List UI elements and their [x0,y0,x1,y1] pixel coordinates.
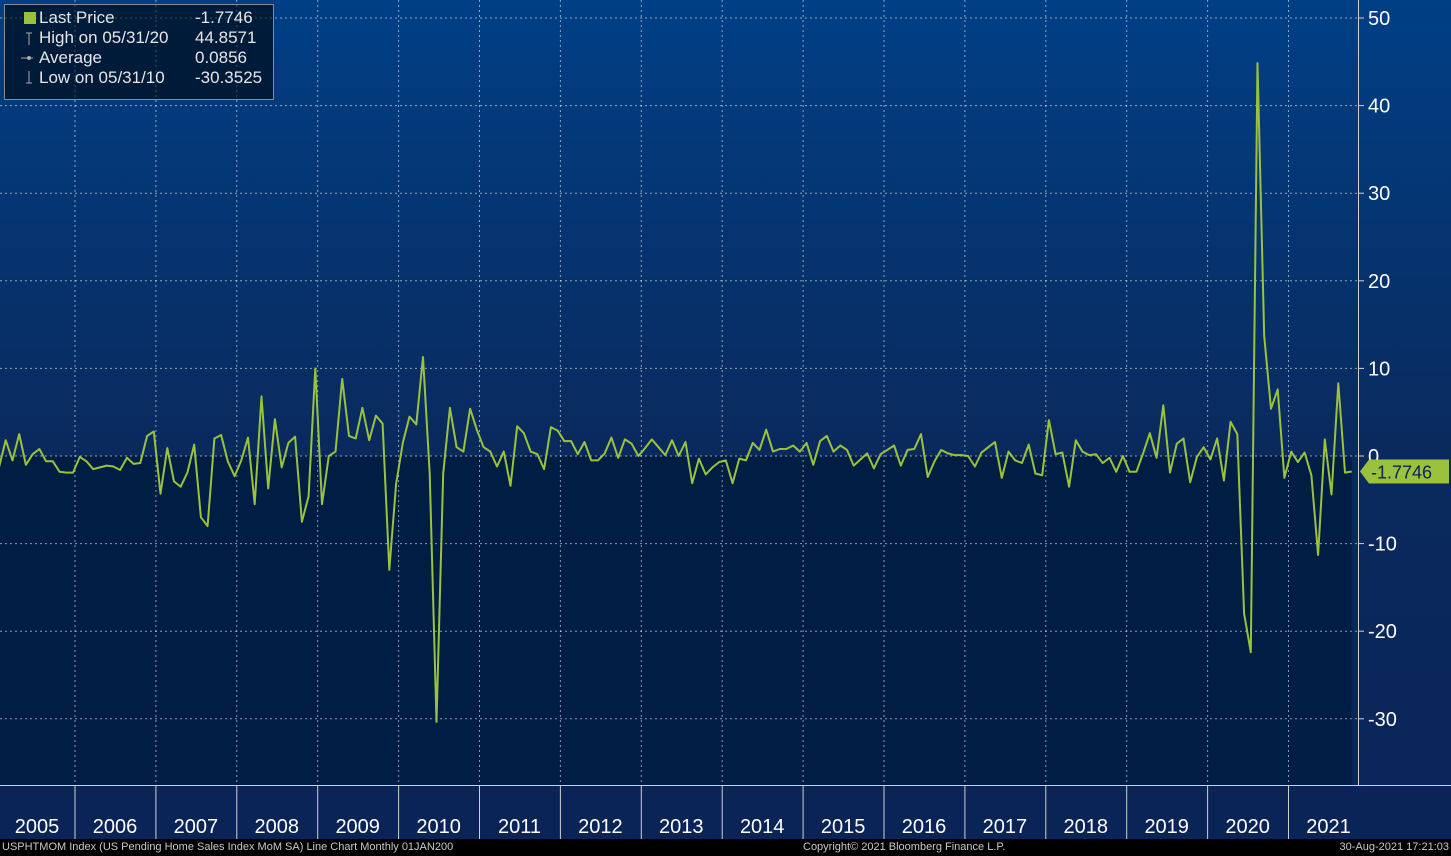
legend-label: Low on 05/31/10 [39,68,165,87]
x-tick-label: 2012 [578,816,623,838]
grid [0,0,1358,785]
line-swatch-icon [24,12,36,24]
legend-label: Average [39,48,103,67]
x-tick-label: 2007 [174,816,219,838]
series-line [0,62,1352,723]
y-tick-label: 20 [1368,271,1390,293]
x-tick-label: 2015 [821,816,866,838]
x-axis: 2005 2006 2007 2008 2009 2010 2011 2012 2013 2014… [0,785,1451,839]
last-value-label: -1.7746 [1371,463,1432,483]
last-value-tag [1360,459,1449,484]
x-tick-label: 2014 [740,816,785,838]
y-tick-label: 30 [1368,183,1390,205]
average-marker-icon [21,56,33,60]
low-marker-icon [26,71,32,84]
legend-row-high: High on 05/31/20 44.8571 [5,28,273,48]
legend-value: 44.8571 [195,28,257,47]
x-tick-label: 2006 [93,816,138,838]
footer-copyright: Copyright© 2021 Bloomberg Finance L.P. [803,841,1006,853]
x-axis-band [0,785,1451,839]
legend-value: -1.7746 [195,8,253,27]
below-zero-area [0,456,1352,785]
y-tick-label: -20 [1368,621,1397,643]
legend-row-low: Low on 05/31/10 -30.3525 [5,68,273,88]
x-tick-label: 2019 [1144,816,1189,838]
x-tick-label: 2016 [902,816,947,838]
y-tick-label: -10 [1368,534,1397,556]
y-axis: 50 40 30 20 10 0 -10 -20 -30 [1358,0,1397,785]
legend-value: -30.3525 [195,68,263,87]
legend-row-last-price: Last Price -1.7746 [5,8,273,28]
legend-row-average: Average 0.0856 [5,48,273,68]
x-tick-label: 2017 [983,816,1028,838]
series-line-path [0,62,1352,723]
footer-timestamp: 30-Aug-2021 17:21:03 [1339,841,1449,853]
y-tick-label: 0 [1368,446,1379,468]
x-tick-label: 2011 [498,816,541,838]
area-fill [0,456,1352,785]
footer-ticker: USPHTMOM Index (US Pending Home Sales In… [2,841,454,853]
y-tick-label: 50 [1368,8,1390,30]
footer: USPHTMOM Index (US Pending Home Sales In… [0,839,1451,856]
legend-label: Last Price [39,8,115,27]
x-tick-label: 2005 [15,816,60,838]
x-tick-label: 2009 [335,816,380,838]
x-tick-label: 2008 [255,816,300,838]
y-tick-label: -30 [1368,709,1397,731]
x-tick-label: 2010 [416,816,461,838]
legend-label: High on 05/31/20 [39,28,169,47]
y-tick-label: 10 [1368,358,1390,380]
x-tick-label: 2020 [1225,816,1270,838]
y-tick-label: 40 [1368,96,1390,118]
last-value-marker: -1.7746 [1360,459,1449,484]
x-tick-label: 2018 [1064,816,1109,838]
x-tick-label: 2013 [659,816,704,838]
x-tick-label: 2021 [1306,816,1351,838]
high-marker-icon [26,32,32,45]
legend: Last Price -1.7746 High on 05/31/20 44.8… [4,4,274,100]
legend-value: 0.0856 [195,48,247,67]
